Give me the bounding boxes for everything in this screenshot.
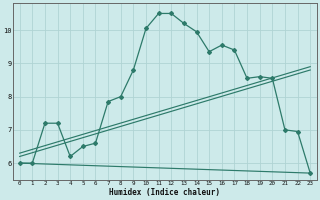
X-axis label: Humidex (Indice chaleur): Humidex (Indice chaleur) bbox=[109, 188, 220, 197]
